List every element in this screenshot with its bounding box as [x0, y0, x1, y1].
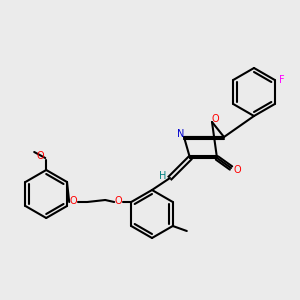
Text: F: F: [279, 75, 285, 85]
Text: O: O: [211, 114, 219, 124]
Text: O: O: [69, 196, 77, 206]
Text: O: O: [36, 151, 44, 161]
Text: N: N: [177, 129, 185, 139]
Text: H: H: [159, 171, 167, 181]
Text: O: O: [114, 196, 122, 206]
Text: O: O: [233, 165, 241, 175]
